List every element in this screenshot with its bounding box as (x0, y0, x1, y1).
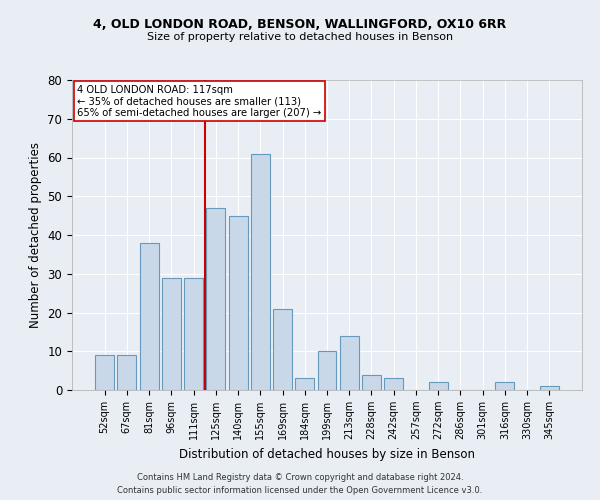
Bar (540, 386, 559, 390)
Bar (251, 154, 270, 390)
Bar (95, 355, 114, 390)
Bar (118, 355, 136, 390)
Bar (384, 378, 403, 390)
Bar (340, 336, 359, 390)
Bar (229, 216, 248, 390)
X-axis label: Distribution of detached houses by size in Benson: Distribution of detached houses by size … (179, 448, 475, 460)
Bar (295, 378, 314, 390)
Bar (184, 278, 203, 390)
Y-axis label: Number of detached properties: Number of detached properties (29, 142, 42, 328)
Bar (317, 351, 337, 390)
Text: Size of property relative to detached houses in Benson: Size of property relative to detached ho… (147, 32, 453, 42)
Bar (362, 374, 381, 390)
Text: Contains HM Land Registry data © Crown copyright and database right 2024.
Contai: Contains HM Land Registry data © Crown c… (118, 474, 482, 495)
Bar (140, 243, 158, 390)
Text: 4 OLD LONDON ROAD: 117sqm
← 35% of detached houses are smaller (113)
65% of semi: 4 OLD LONDON ROAD: 117sqm ← 35% of detac… (77, 84, 322, 118)
Bar (273, 308, 292, 390)
Bar (206, 208, 225, 390)
Bar (496, 382, 514, 390)
Bar (429, 382, 448, 390)
Bar (162, 278, 181, 390)
Text: 4, OLD LONDON ROAD, BENSON, WALLINGFORD, OX10 6RR: 4, OLD LONDON ROAD, BENSON, WALLINGFORD,… (94, 18, 506, 30)
